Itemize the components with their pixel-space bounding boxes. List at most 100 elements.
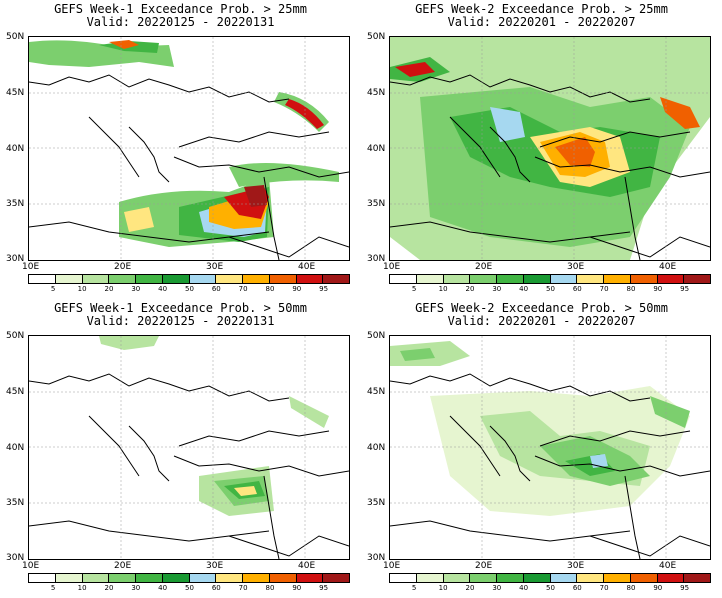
colorbar-swatch bbox=[604, 574, 631, 582]
lat-label: 40N bbox=[367, 144, 386, 154]
colorbar-swatch bbox=[443, 574, 471, 582]
lat-label: 35N bbox=[367, 498, 386, 508]
colorbar-swatch bbox=[189, 275, 217, 283]
colorbar-swatch bbox=[416, 275, 444, 283]
lat-label: 45N bbox=[367, 387, 386, 397]
colorbar-label: 70 bbox=[599, 285, 609, 293]
colorbar-label: 10 bbox=[438, 285, 448, 293]
colorbar bbox=[389, 274, 711, 284]
colorbar-label: 70 bbox=[599, 584, 609, 592]
panel-title: GEFS Week-2 Exceedance Prob. > 25mm bbox=[415, 2, 668, 16]
colorbar-label: 90 bbox=[653, 584, 663, 592]
map-svg bbox=[390, 37, 710, 260]
colorbar-swatch bbox=[109, 275, 136, 283]
colorbar-label: 80 bbox=[265, 584, 275, 592]
lon-label: 20E bbox=[475, 262, 493, 272]
colorbar-label: 5 bbox=[50, 584, 56, 592]
colorbar-label: 5 bbox=[50, 285, 56, 293]
colorbar-swatch bbox=[323, 275, 349, 283]
lat-label: 45N bbox=[6, 88, 25, 98]
panel-title: GEFS Week-1 Exceedance Prob. > 50mm bbox=[54, 301, 307, 315]
lat-label: 50N bbox=[6, 331, 25, 341]
colorbar-swatch bbox=[657, 275, 685, 283]
probability-map bbox=[389, 36, 711, 261]
colorbar-label: 10 bbox=[77, 584, 87, 592]
panel-title: GEFS Week-2 Exceedance Prob. > 50mm bbox=[415, 301, 668, 315]
colorbar-label: 50 bbox=[546, 285, 555, 293]
colorbar-swatch bbox=[497, 275, 524, 283]
colorbar-label: 30 bbox=[492, 584, 502, 592]
colorbar-label: 95 bbox=[680, 584, 690, 592]
colorbar-swatch bbox=[29, 574, 56, 582]
colorbar-swatch bbox=[296, 275, 324, 283]
colorbar-swatch bbox=[29, 275, 56, 283]
colorbar-swatch bbox=[82, 574, 110, 582]
colorbar-label: 95 bbox=[319, 285, 329, 293]
colorbar-swatch bbox=[55, 275, 83, 283]
colorbar-label: 90 bbox=[653, 285, 663, 293]
lat-label: 35N bbox=[6, 199, 25, 209]
colorbar-label: 20 bbox=[104, 584, 114, 592]
colorbar-swatch bbox=[243, 574, 270, 582]
lat-label: 30N bbox=[6, 553, 25, 563]
colorbar-swatch bbox=[162, 275, 190, 283]
precip-shading bbox=[390, 341, 690, 516]
colorbar-swatch bbox=[523, 275, 551, 283]
panel-title: GEFS Week-1 Exceedance Prob. > 25mm bbox=[54, 2, 307, 16]
lat-label: 30N bbox=[367, 553, 386, 563]
colorbar-label: 40 bbox=[158, 584, 168, 592]
lon-label: 30E bbox=[206, 262, 224, 272]
precip-shading bbox=[390, 37, 710, 260]
lon-label: 40E bbox=[659, 262, 677, 272]
map-svg bbox=[29, 336, 349, 559]
colorbar-label: 30 bbox=[492, 285, 502, 293]
colorbar-swatch bbox=[577, 275, 604, 283]
lon-label: 10E bbox=[22, 262, 40, 272]
lon-label: 20E bbox=[114, 561, 132, 571]
lon-label: 30E bbox=[567, 561, 585, 571]
colorbar-swatch bbox=[657, 574, 685, 582]
map-svg bbox=[390, 336, 710, 559]
colorbar-swatch bbox=[470, 275, 497, 283]
lat-label: 35N bbox=[367, 199, 386, 209]
colorbar-swatch bbox=[630, 275, 658, 283]
colorbar-label: 95 bbox=[319, 584, 329, 592]
colorbar-label: 80 bbox=[626, 285, 636, 293]
colorbar-swatch bbox=[216, 275, 243, 283]
lat-label: 30N bbox=[6, 254, 25, 264]
panel-week1-50mm: GEFS Week-1 Exceedance Prob. > 50mm Vali… bbox=[0, 299, 361, 598]
lon-label: 20E bbox=[114, 262, 132, 272]
colorbar-swatch bbox=[216, 574, 243, 582]
colorbar-swatch bbox=[577, 574, 604, 582]
colorbar-label: 90 bbox=[292, 285, 302, 293]
colorbar-swatch bbox=[55, 574, 83, 582]
colorbar-swatch bbox=[470, 574, 497, 582]
panel-week2-50mm: GEFS Week-2 Exceedance Prob. > 50mm Vali… bbox=[361, 299, 722, 598]
colorbar bbox=[28, 573, 350, 583]
colorbar-label: 5 bbox=[411, 584, 417, 592]
colorbar-swatch bbox=[523, 574, 551, 582]
map-svg bbox=[29, 37, 349, 260]
panel-valid-dates: Valid: 20220201 - 20220207 bbox=[447, 15, 636, 29]
colorbar-label: 50 bbox=[185, 285, 194, 293]
colorbar-swatch bbox=[497, 574, 524, 582]
panel-valid-dates: Valid: 20220201 - 20220207 bbox=[447, 314, 636, 328]
colorbar-label: 60 bbox=[211, 285, 221, 293]
lon-label: 40E bbox=[659, 561, 677, 571]
probability-map bbox=[28, 36, 350, 261]
colorbar-label: 10 bbox=[438, 584, 448, 592]
colorbar bbox=[389, 573, 711, 583]
colorbar-label: 70 bbox=[238, 584, 248, 592]
colorbar-label: 20 bbox=[465, 584, 475, 592]
colorbar-label: 80 bbox=[265, 285, 275, 293]
colorbar-label: 10 bbox=[77, 285, 87, 293]
colorbar-swatch bbox=[550, 574, 578, 582]
panel-week2-25mm: GEFS Week-2 Exceedance Prob. > 25mm Vali… bbox=[361, 0, 722, 299]
colorbar-swatch bbox=[269, 574, 297, 582]
colorbar-swatch bbox=[269, 275, 297, 283]
colorbar-label: 70 bbox=[238, 285, 248, 293]
lon-label: 30E bbox=[206, 561, 224, 571]
panel-valid-dates: Valid: 20220125 - 20220131 bbox=[86, 314, 275, 328]
colorbar-label: 40 bbox=[519, 285, 529, 293]
lon-label: 40E bbox=[298, 561, 316, 571]
